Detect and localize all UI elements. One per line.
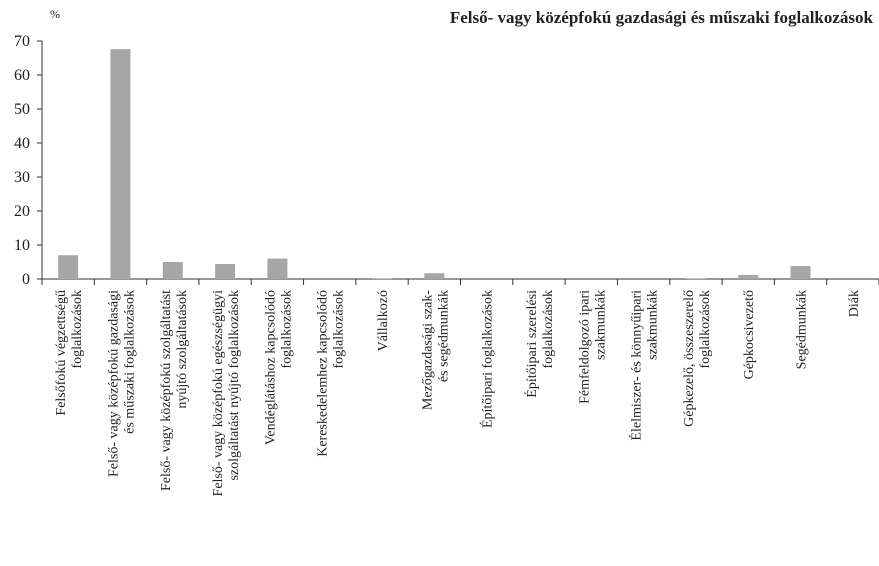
y-tick-label: 0 (22, 271, 30, 288)
x-tick-label: Felső- vagy középfokú gazdaságiés műszak… (106, 290, 137, 477)
bar (372, 278, 393, 279)
x-tick-label: Felső- vagy középfokú szolgáltatástnyújt… (159, 290, 190, 491)
bar (58, 255, 79, 279)
chart-title: Felső- vagy középfokú gazdasági és műsza… (450, 8, 874, 27)
bar (685, 278, 706, 279)
x-tick-label: Segédmunkák (795, 290, 810, 369)
bar (110, 49, 131, 279)
y-tick-label: 40 (14, 135, 30, 152)
y-tick-label: 60 (14, 67, 30, 84)
x-tick-label: Építőipari foglalkozások (479, 290, 496, 428)
x-tick-label: Felső- vagy középfokú egészségügyiszolgá… (211, 290, 242, 497)
bar (738, 274, 759, 279)
x-tick-label: Felsőfokú végzettségűfoglalkozások (54, 290, 85, 416)
y-tick-label: 10 (14, 237, 30, 254)
y-tick-label: 20 (14, 203, 30, 220)
y-tick-label: 50 (14, 101, 30, 118)
x-tick-label: Fémfeldolgozó ipariszakmunkák (577, 290, 608, 404)
x-tick-label: Gépkezelő, összeszerelőfoglalkozások (682, 290, 713, 427)
bar (267, 258, 288, 279)
bar (424, 273, 445, 279)
x-tick-label: Diák (847, 290, 862, 317)
x-tick-label: Élelmiszer- és könnyűipariszakmunkák (628, 290, 661, 441)
x-tick-label: Vállalkozó (376, 290, 391, 351)
bar (215, 264, 236, 279)
y-tick-label: 30 (14, 169, 30, 186)
x-tick-label: Gépkocsivezető (742, 290, 757, 379)
bar (790, 266, 811, 279)
x-tick-label: Mezőgazdasági szak-és segédmunkák (420, 290, 451, 410)
bar (162, 262, 183, 279)
y-axis-label: % (50, 7, 60, 21)
x-tick-label: Vendéglátáshoz kapcsolódófoglalkozások (263, 290, 294, 445)
y-tick-label: 70 (14, 33, 30, 50)
x-tick-label: Építőipari szerelésifoglalkozások (523, 290, 556, 398)
x-tick-label: Kereskedelemhez kapcsolódófoglalkozások (316, 290, 347, 457)
